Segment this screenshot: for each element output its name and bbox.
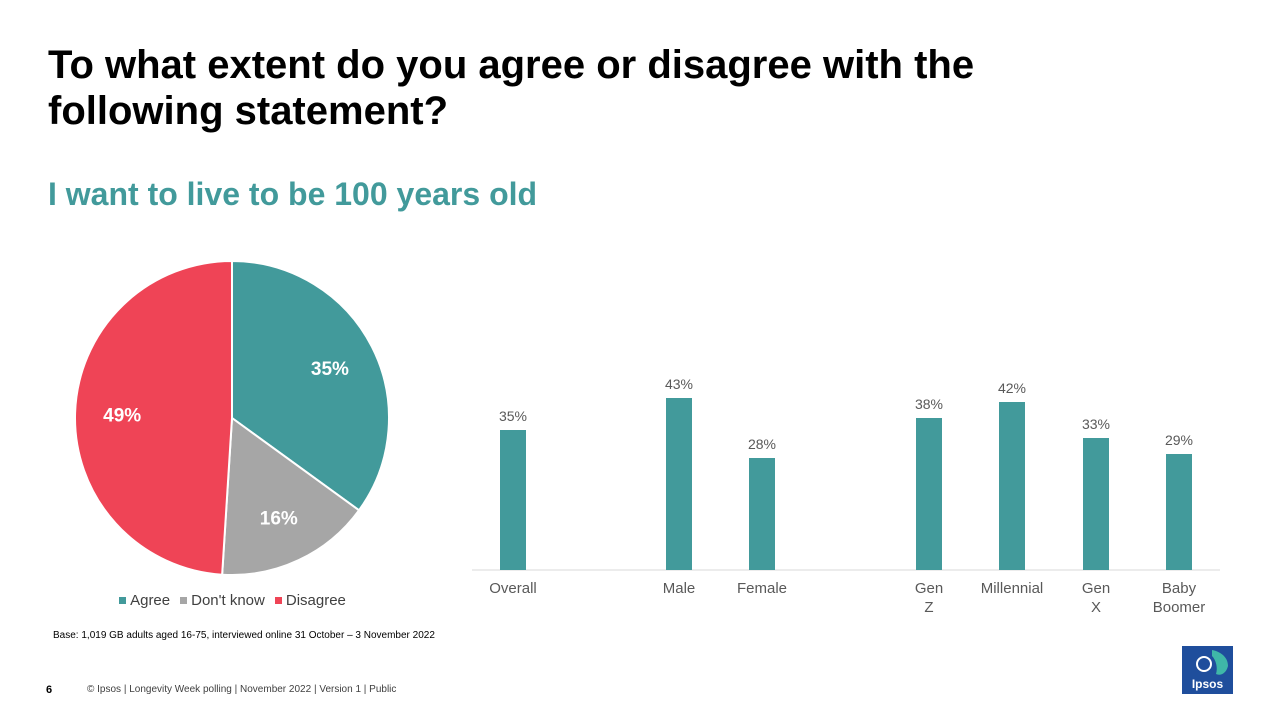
legend-item-agree: Agree — [119, 592, 170, 609]
footer-text: © Ipsos | Longevity Week polling | Novem… — [87, 684, 397, 695]
pie-label-don-t-know: 16% — [260, 508, 298, 529]
base-note: Base: 1,019 GB adults aged 16-75, interv… — [53, 630, 435, 641]
bar-overall — [500, 430, 526, 570]
bar-category-baby-boomer: Baby Boomer — [1153, 580, 1206, 616]
legend-item-disagree: Disagree — [274, 592, 346, 609]
page-number: 6 — [46, 684, 53, 696]
pie-label-agree: 35% — [311, 359, 349, 380]
legend-label-disagree: Disagree — [285, 592, 346, 609]
legend-swatch-agree — [119, 597, 127, 604]
bar-millennial — [999, 402, 1025, 570]
pie-legend: Agree Don't know Disagree — [60, 592, 405, 609]
logo-text: Ipsos — [1191, 677, 1224, 691]
bar-category-overall: Overall — [489, 580, 537, 597]
legend-swatch-disagree — [274, 597, 282, 604]
bar-category-millennial: Millennial — [981, 580, 1044, 597]
legend-label-dont-know: Don't know — [191, 592, 265, 609]
slide-title: To what extent do you agree or disagree … — [48, 43, 975, 133]
bar-value-female: 28% — [748, 436, 776, 452]
bar-category-male: Male — [663, 580, 696, 597]
bar-gen-z — [916, 418, 942, 570]
bar-value-millennial: 42% — [998, 380, 1026, 396]
bar-value-baby-boomer: 29% — [1165, 432, 1193, 448]
legend-swatch-dont-know — [180, 597, 188, 604]
pie-chart: 35% 16% 49% — [74, 259, 390, 576]
pie-slice-agree — [231, 259, 390, 512]
bar-value-male: 43% — [665, 376, 693, 392]
bar-chart: 35% Overall 43% Male 28% Female 38% Gen Z 42% Mill… — [472, 376, 1220, 616]
slide-subtitle: I want to live to be 100 years old — [48, 176, 538, 212]
bar-male — [666, 398, 692, 570]
bar-category-female: Female — [737, 580, 787, 597]
bar-value-overall: 35% — [499, 408, 527, 424]
pie-slice-don-t-know — [221, 416, 361, 576]
bar-gen-x — [1083, 438, 1109, 570]
bar-category-gen-z: Gen Z — [915, 580, 943, 616]
pie-label-disagree: 49% — [103, 406, 141, 427]
bar-category-gen-x: Gen X — [1082, 580, 1110, 616]
legend-label-agree: Agree — [130, 592, 171, 609]
bar-value-gen-z: 38% — [915, 396, 943, 412]
ipsos-logo: Ipsos — [1182, 646, 1233, 694]
bar-baby-boomer — [1166, 454, 1192, 570]
pie-slice-disagree — [74, 259, 233, 576]
legend-item-dont-know: Don't know — [180, 592, 265, 609]
bar-value-gen-x: 33% — [1082, 416, 1110, 432]
logo-shape-icon — [1182, 646, 1233, 694]
bar-female — [749, 458, 775, 570]
